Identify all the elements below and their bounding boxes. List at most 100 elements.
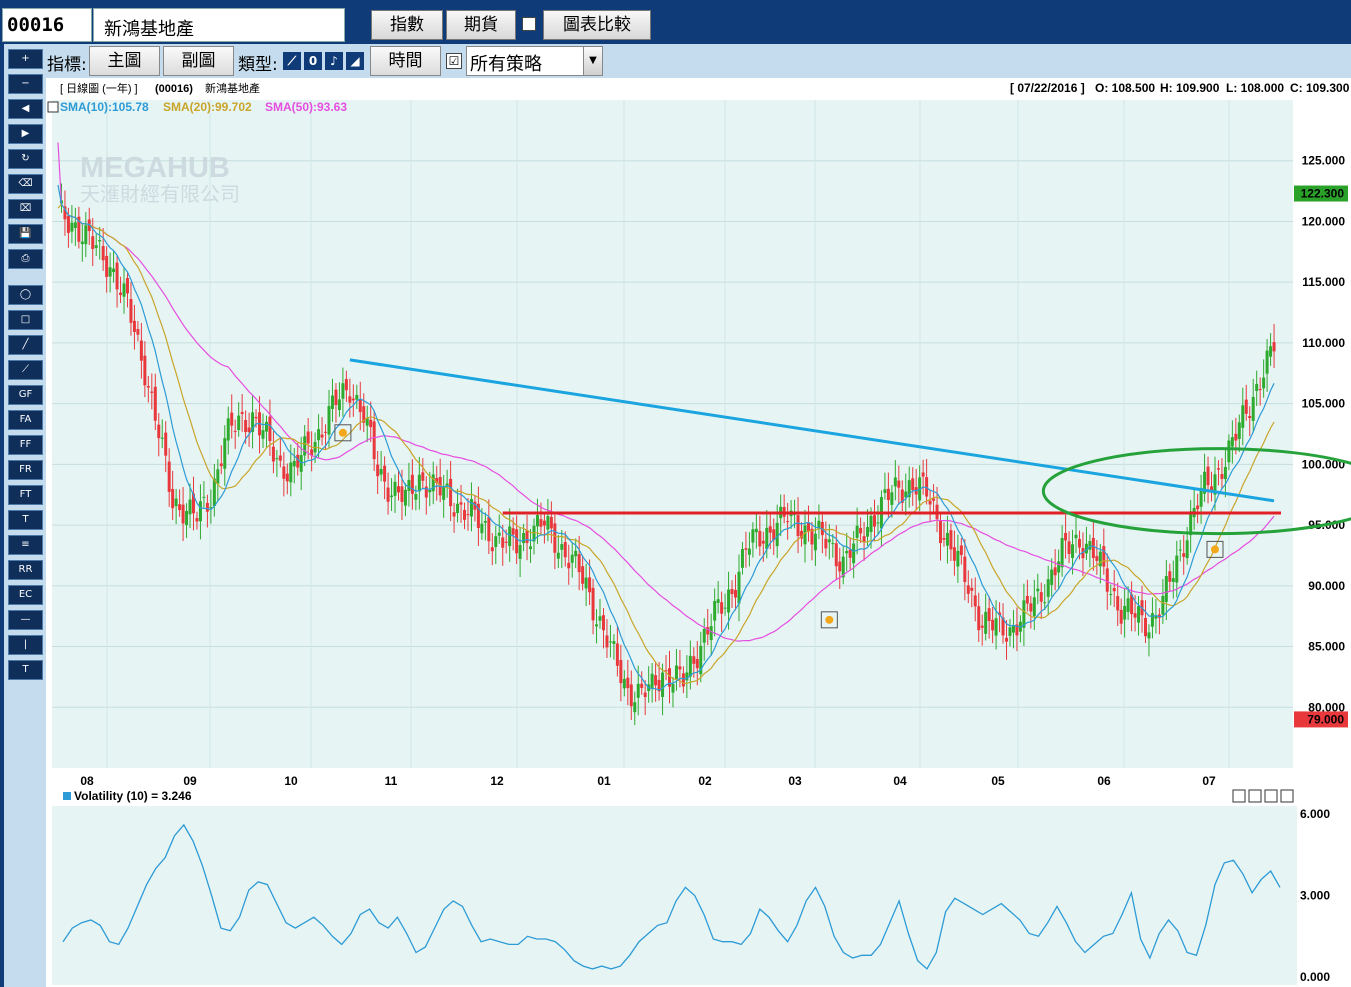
candle-body	[747, 548, 751, 555]
candle-body	[414, 494, 418, 500]
text-level-tool[interactable]: T	[8, 510, 43, 530]
area-chart-type-icon[interactable]: ◢	[346, 52, 364, 70]
candle-body	[831, 543, 835, 545]
index-button[interactable]: 指數	[371, 10, 443, 40]
candle-body	[1077, 538, 1081, 548]
print-icon: ⎙	[21, 253, 30, 264]
chevron-down-icon[interactable]: ▼	[583, 47, 602, 75]
save-tool[interactable]: 💾	[8, 224, 43, 244]
chart-period-label: [ 日線圖 (一年) ]	[60, 81, 138, 95]
bar-chart-type-icon[interactable]: ♪	[325, 52, 343, 70]
candle-body	[1185, 540, 1189, 559]
horizontal-line-tool[interactable]: —	[8, 610, 43, 630]
fib-time-tool[interactable]: FT	[8, 485, 43, 505]
candle-body	[605, 635, 609, 648]
vertical-line-tool[interactable]: |	[8, 635, 43, 655]
candle-body	[1206, 466, 1210, 486]
print-tool[interactable]: ⎙	[8, 249, 43, 269]
main-chart-button[interactable]: 主圖	[89, 46, 160, 76]
compare-checkbox[interactable]	[522, 17, 536, 31]
zoom-out-tool[interactable]: −	[8, 74, 43, 94]
rectangle-tool[interactable]: □	[8, 310, 43, 330]
candle-body	[1043, 602, 1047, 604]
candle-body	[396, 486, 400, 493]
candle-body	[1053, 567, 1057, 576]
price-tick-label: 125.000	[1302, 154, 1346, 168]
time-tick-label: 02	[698, 774, 712, 788]
candle-body	[1137, 606, 1141, 623]
strategy-dropdown[interactable]: 所有策略 ▼	[466, 46, 603, 76]
candle-body	[720, 602, 724, 614]
fib-arc-tool[interactable]: FA	[8, 410, 43, 430]
candle-body	[855, 525, 859, 538]
sub-chart-button[interactable]: 副圖	[163, 46, 234, 76]
eraser-tool[interactable]: ⌫	[8, 174, 43, 194]
line-chart-type-icon[interactable]: ⟋	[283, 52, 301, 70]
candle-body	[178, 504, 182, 511]
candle-body	[862, 536, 866, 543]
candle-body	[709, 626, 713, 641]
candle-body	[181, 504, 185, 524]
candle-body	[841, 556, 845, 578]
candle-body	[678, 666, 682, 670]
fan-tool[interactable]: ⟋	[8, 360, 43, 380]
regression-tool[interactable]: RR	[8, 560, 43, 580]
candle-body	[80, 241, 84, 245]
candle-body	[73, 222, 77, 229]
scroll-left-tool[interactable]: ◀	[8, 99, 43, 119]
candle-body	[907, 480, 911, 498]
trendline-resistance	[349, 358, 1275, 503]
ohlc-chart-type-icon[interactable]: 0	[304, 52, 322, 70]
candle-body	[570, 554, 574, 563]
time-tick-label: 01	[597, 774, 611, 788]
candle-body	[351, 398, 355, 401]
parallel-lines-tool[interactable]: ≡	[8, 535, 43, 555]
candle-body	[424, 486, 428, 498]
candle-body	[119, 292, 123, 295]
clear-all-icon: ⌧	[19, 203, 32, 214]
fib-arc-icon: FA	[19, 414, 32, 425]
scroll-right-tool[interactable]: ▶	[8, 124, 43, 144]
strategy-marker-icon	[338, 428, 347, 437]
fib-fan-tool[interactable]: FF	[8, 435, 43, 455]
chart-compare-button[interactable]: 圖表比較	[543, 10, 651, 40]
candle-body	[727, 589, 731, 613]
candle-body	[813, 533, 817, 551]
ellipse-tool[interactable]: ◯	[8, 285, 43, 305]
candle-body	[810, 528, 814, 545]
clear-all-tool[interactable]: ⌧	[8, 199, 43, 219]
candle-body	[153, 386, 157, 421]
fib-retracement-tool[interactable]: FR	[8, 460, 43, 480]
candle-body	[734, 589, 738, 598]
text-icon: T	[22, 664, 29, 675]
line-tool[interactable]: ╱	[8, 335, 43, 355]
time-button[interactable]: 時間	[370, 46, 441, 76]
stock-code-input[interactable]: 00016	[2, 8, 92, 42]
candle-body	[264, 421, 268, 432]
candle-body	[737, 571, 741, 604]
candle-body	[410, 474, 414, 494]
candle-body	[1199, 487, 1203, 507]
breakout-circle	[1041, 447, 1351, 536]
chart-high-label: H: 109.900	[1160, 81, 1220, 95]
text-tool[interactable]: T	[8, 660, 43, 680]
refresh-tool[interactable]: ↻	[8, 149, 43, 169]
candle-body	[817, 520, 821, 529]
gann-fan-tool[interactable]: GF	[8, 385, 43, 405]
scroll-left-icon: ◀	[21, 103, 30, 114]
volatility-close-icon	[1280, 789, 1294, 803]
zoom-in-tool[interactable]: +	[8, 49, 43, 69]
left-edge-strip	[0, 44, 4, 987]
futures-button[interactable]: 期貨	[446, 10, 516, 40]
low-price-tag: 79.000	[1294, 711, 1348, 728]
eraser-icon: ⌫	[18, 178, 33, 189]
candle-body	[1210, 486, 1214, 491]
candle-body	[591, 587, 595, 621]
strategy-checkbox[interactable]: ☑	[446, 53, 462, 69]
low-price-tag-text: 79.000	[1307, 712, 1344, 726]
candle-body	[1265, 350, 1269, 374]
candle-body	[452, 512, 456, 517]
candle-body	[886, 488, 890, 501]
channel-tool[interactable]: EC	[8, 585, 43, 605]
